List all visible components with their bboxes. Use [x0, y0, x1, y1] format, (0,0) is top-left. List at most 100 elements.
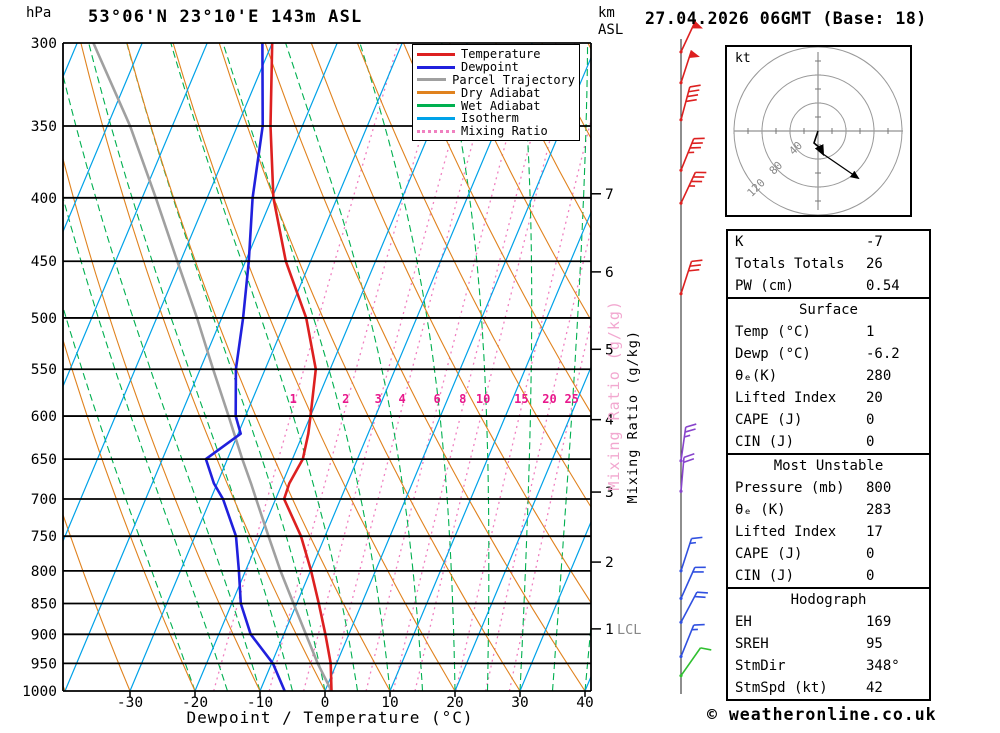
legend-item-parcel-trajectory: Parcel Trajectory: [417, 74, 575, 87]
svg-text:500: 500: [31, 311, 57, 327]
row-label: Totals Totals: [735, 256, 845, 272]
wind-barb: [679, 591, 708, 624]
legend-item-dry-adiabat: Dry Adiabat: [417, 86, 575, 99]
wind-barb: [679, 423, 697, 463]
svg-text:800: 800: [31, 564, 57, 580]
temperature-tick-labels: -30 -20 -10 0 10 20 30 40: [117, 691, 594, 711]
svg-text:850: 850: [31, 597, 57, 613]
svg-text:8: 8: [459, 392, 466, 406]
svg-text:6: 6: [605, 265, 614, 281]
svg-text:-20: -20: [182, 695, 208, 711]
row-value: 283: [866, 502, 892, 518]
legend-line-sample: [417, 78, 447, 82]
km-axis-ticks: 7 6 5 4 3 2 1: [591, 187, 614, 638]
svg-text:750: 750: [31, 529, 57, 545]
wind-barb: [679, 84, 701, 122]
row-label: Pressure (mb): [735, 480, 845, 496]
legend-item-mixing-ratio: Mixing Ratio: [417, 125, 575, 138]
svg-text:1: 1: [605, 622, 614, 638]
row-surface-theta-e: θₑ(K) 280: [728, 365, 929, 387]
svg-text:900: 900: [31, 627, 57, 643]
row-label: StmDir: [735, 658, 786, 674]
datetime-title: 27.04.2026 06GMT (Base: 18): [645, 9, 927, 28]
row-surface-lifted-index: Lifted Index 20: [728, 387, 929, 409]
row-value: 0.54: [866, 278, 900, 294]
legend-label: Mixing Ratio: [461, 124, 548, 139]
row-pw: PW (cm) 0.54: [728, 275, 929, 297]
dewpoint-curve: [204, 43, 286, 691]
row-value: 26: [866, 256, 883, 272]
wind-barb: [679, 453, 695, 493]
legend-item-temperature: Temperature: [417, 48, 575, 61]
row-value: 0: [866, 568, 875, 584]
pressure-axis-unit: hPa: [26, 5, 52, 21]
svg-text:950: 950: [31, 656, 57, 672]
wind-barb: [679, 20, 703, 54]
row-eh: EH 169: [728, 611, 929, 633]
row-label: θₑ(K): [735, 368, 778, 384]
svg-text:20: 20: [542, 392, 556, 406]
row-label: CIN (J): [735, 434, 795, 450]
row-value: -6.2: [866, 346, 900, 362]
hodograph-panel: 40 80 120 kt: [725, 45, 912, 217]
row-value: 17: [866, 524, 883, 540]
wind-barb: [679, 566, 706, 601]
legend: Temperature Dewpoint Parcel Trajectory D…: [412, 44, 580, 141]
svg-text:10: 10: [381, 695, 398, 711]
legend-line-sample: [417, 104, 455, 108]
row-value: 0: [866, 412, 875, 428]
wind-barb: [679, 171, 707, 205]
svg-text:25: 25: [564, 392, 578, 406]
row-label: CAPE (J): [735, 546, 803, 562]
wind-barbs-column: [679, 20, 712, 678]
legend-item-isotherm: Isotherm: [417, 112, 575, 125]
row-mu-pressure: Pressure (mb) 800: [728, 477, 929, 499]
hodograph-unit-label: kt: [735, 51, 751, 66]
indices-table: K -7 Totals Totals 26 PW (cm) 0.54 Surfa…: [726, 229, 931, 701]
legend-line-sample: [417, 65, 455, 69]
svg-text:40: 40: [576, 695, 593, 711]
section-header-hodograph: Hodograph: [790, 592, 867, 608]
row-value: 0: [866, 546, 875, 562]
row-value: 1: [866, 324, 875, 340]
row-label: Temp (°C): [735, 324, 811, 340]
wind-barb: [679, 50, 700, 85]
legend-item-wet-adiabat: Wet Adiabat: [417, 99, 575, 112]
row-value: 800: [866, 480, 892, 496]
svg-text:700: 700: [31, 492, 57, 508]
svg-text:10: 10: [476, 392, 490, 406]
row-mu-cin: CIN (J) 0: [728, 565, 929, 587]
wind-barb: [679, 137, 705, 172]
svg-text:550: 550: [31, 362, 57, 378]
row-label: K: [735, 234, 744, 250]
legend-label: Temperature: [461, 47, 541, 62]
row-mu-cape: CAPE (J) 0: [728, 543, 929, 565]
row-surface-cape: CAPE (J) 0: [728, 409, 929, 431]
legend-item-dewpoint: Dewpoint: [417, 61, 575, 74]
legend-label: Dry Adiabat: [461, 85, 541, 100]
table-section-most-unstable: Most Unstable Pressure (mb) 800 θₑ (K) 2…: [728, 455, 929, 589]
row-value: 0: [866, 434, 875, 450]
table-section-top: K -7 Totals Totals 26 PW (cm) 0.54: [728, 231, 929, 299]
row-surface-cin: CIN (J) 0: [728, 431, 929, 453]
svg-text:1000: 1000: [22, 684, 57, 700]
hodograph-trace: [813, 130, 825, 157]
row-label: Dewp (°C): [735, 346, 811, 362]
legend-label: Dewpoint: [461, 60, 519, 75]
copyright: © weatheronline.co.uk: [707, 705, 937, 724]
section-header-surface: Surface: [798, 302, 858, 318]
svg-text:600: 600: [31, 409, 57, 425]
svg-text:3: 3: [605, 485, 614, 501]
svg-text:2: 2: [605, 555, 614, 571]
row-surface-dewp: Dewp (°C) -6.2: [728, 343, 929, 365]
km-axis-unit-line2: ASL: [598, 22, 624, 38]
svg-text:350: 350: [31, 119, 57, 135]
svg-text:0: 0: [321, 695, 330, 711]
row-label: StmSpd (kt): [735, 680, 828, 696]
svg-text:-10: -10: [247, 695, 273, 711]
svg-text:-30: -30: [117, 695, 143, 711]
mixing-ratio-axis-label: Mixing Ratio (g/kg): [625, 330, 641, 504]
storm-motion-vector: [822, 153, 860, 180]
